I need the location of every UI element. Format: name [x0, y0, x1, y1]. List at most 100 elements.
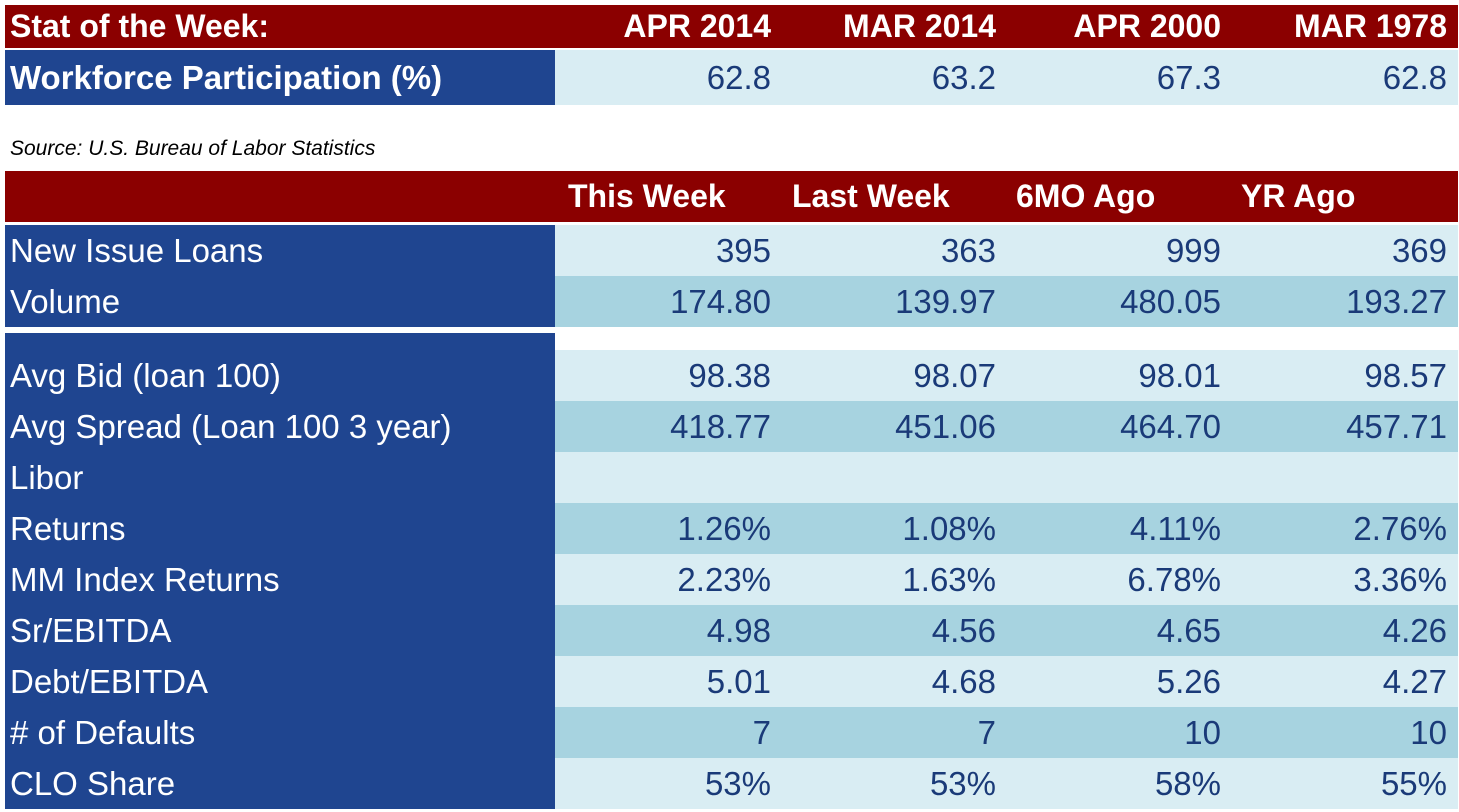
table-row: Volume 174.80 139.97 480.05 193.27: [5, 276, 1458, 327]
stat-table-header: Stat of the Week: APR 2014 MAR 2014 APR …: [5, 5, 1458, 48]
table-cell: 480.05: [1120, 283, 1221, 320]
table-cell: 1.08%: [902, 510, 996, 547]
table-separator: [5, 333, 555, 350]
row-label: MM Index Returns: [10, 561, 280, 598]
row-label: Debt/EBITDA: [10, 663, 209, 700]
table-cell: 4.98: [706, 612, 771, 649]
table-cell: 4.65: [1156, 612, 1221, 649]
stat-title: Stat of the Week:: [10, 8, 269, 44]
row-value-cells: [555, 452, 1458, 503]
stat-row-value-cells: [555, 50, 1458, 105]
row-label-cell: [5, 401, 555, 452]
table-cell: 10: [1184, 714, 1221, 751]
column-header: YR Ago: [1241, 178, 1356, 214]
table-cell: 2.76%: [1353, 510, 1447, 547]
stat-cell: 63.2: [931, 59, 996, 96]
table-cell: 7: [752, 714, 771, 751]
stat-table-row: Workforce Participation (%) 62.8 63.2 67…: [5, 50, 1458, 105]
stat-column-header: APR 2000: [1073, 8, 1221, 44]
table-cell: 464.70: [1120, 408, 1221, 445]
stat-column-header: MAR 1978: [1294, 8, 1447, 44]
row-label: # of Defaults: [10, 714, 196, 751]
table-cell: 98.01: [1138, 357, 1221, 394]
table-cell: 5.01: [706, 663, 771, 700]
table-row: CLO Share 53% 53% 58% 55%: [5, 758, 1458, 809]
row-label-cell: [5, 758, 555, 809]
row-label-cell: [5, 605, 555, 656]
row-label: Returns: [10, 510, 126, 547]
table-row: Sr/EBITDA 4.98 4.56 4.65 4.26: [5, 605, 1458, 656]
table-cell: 193.27: [1346, 283, 1447, 320]
table-cell: 457.71: [1346, 408, 1447, 445]
row-value-cells: [555, 707, 1458, 758]
table-cell: 98.57: [1364, 357, 1447, 394]
row-label-cell: [5, 350, 555, 401]
table-cell: 369: [1391, 232, 1447, 269]
table-row: Returns 1.26% 1.08% 4.11% 2.76%: [5, 503, 1458, 554]
table-cell: 98.07: [913, 357, 996, 394]
table-cell: 53%: [929, 765, 996, 802]
table-cell: 55%: [1380, 765, 1447, 802]
table-row: Debt/EBITDA 5.01 4.68 5.26 4.27: [5, 656, 1458, 707]
column-header: This Week: [568, 178, 726, 214]
column-header: 6MO Ago: [1016, 178, 1156, 214]
table-cell: 418.77: [670, 408, 771, 445]
table-cell: 139.97: [895, 283, 996, 320]
stat-row-label: Workforce Participation (%): [10, 59, 443, 96]
row-label-cell: [5, 276, 555, 327]
row-label-cell: [5, 656, 555, 707]
table-cell: 6.78%: [1127, 561, 1221, 598]
stat-cell: 62.8: [1382, 59, 1447, 96]
table-cell: 4.26: [1382, 612, 1447, 649]
row-value-cells: [555, 401, 1458, 452]
table-cell: 10: [1410, 714, 1447, 751]
table-cell: 451.06: [895, 408, 996, 445]
table-cell: 5.26: [1156, 663, 1221, 700]
stat-cell: 67.3: [1156, 59, 1221, 96]
stat-column-header: APR 2014: [623, 8, 771, 44]
row-value-cells: [555, 276, 1458, 327]
table-cell: 4.27: [1382, 663, 1447, 700]
row-value-cells: [555, 350, 1458, 401]
column-header: Last Week: [792, 178, 950, 214]
main-table-header: This Week Last Week 6MO Ago YR Ago: [5, 171, 1458, 222]
table-cell: 1.63%: [902, 561, 996, 598]
row-label-cell: [5, 554, 555, 605]
row-label-cell: [5, 225, 555, 276]
row-label: Sr/EBITDA: [10, 612, 172, 649]
row-value-cells: [555, 758, 1458, 809]
row-label-cell: [5, 452, 555, 503]
row-label: New Issue Loans: [10, 232, 264, 269]
row-label: CLO Share: [10, 765, 176, 802]
table-cell: 363: [940, 232, 996, 269]
row-value-cells: [555, 503, 1458, 554]
row-value-cells: [555, 656, 1458, 707]
source-note: Source: U.S. Bureau of Labor Statistics: [10, 137, 376, 160]
table-row: Avg Spread (Loan 100 3 year) 418.77 451.06…: [5, 401, 1458, 452]
table-row: MM Index Returns 2.23% 1.63% 6.78% 3.36%: [5, 554, 1458, 605]
row-label: Volume: [10, 283, 121, 320]
table-cell: 4.68: [931, 663, 996, 700]
stat-cell: 62.8: [706, 59, 771, 96]
table-cell: 98.38: [688, 357, 771, 394]
table-cell: 395: [715, 232, 771, 269]
table-cell: 4.56: [931, 612, 996, 649]
table-cell: 53%: [704, 765, 771, 802]
stat-column-header: MAR 2014: [843, 8, 996, 44]
table-row: Libor: [5, 452, 1458, 503]
table-row: # of Defaults 7 7 10 10: [5, 707, 1458, 758]
table-cell: 58%: [1154, 765, 1221, 802]
row-label: Avg Bid (loan 100): [10, 357, 281, 394]
row-label: Libor: [10, 459, 84, 496]
row-value-cells: [555, 554, 1458, 605]
table-cell: 174.80: [670, 283, 771, 320]
table-cell: 7: [977, 714, 996, 751]
table-cell: 4.11%: [1129, 510, 1221, 547]
row-value-cells: [555, 605, 1458, 656]
stat-row-label-cell: [5, 50, 555, 105]
table-row: Avg Bid (loan 100) 98.38 98.07 98.01 98.57: [5, 350, 1458, 401]
row-label-cell: [5, 707, 555, 758]
row-label-cell: [5, 503, 555, 554]
table-cell: 3.36%: [1353, 561, 1447, 598]
row-value-cells: [555, 225, 1458, 276]
